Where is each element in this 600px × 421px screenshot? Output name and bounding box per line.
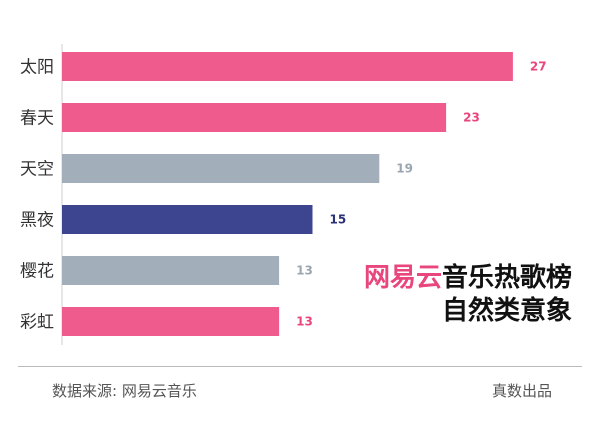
data-source: 数据来源: 网易云音乐: [52, 382, 197, 400]
title-accent: 网易云: [363, 263, 442, 293]
title-line-2: 自然类意象: [441, 295, 572, 326]
bar-chart: 太阳 27 春天 23 天空 19 黑夜 15 樱花 13 彩虹 13: [20, 44, 547, 345]
category-label-0: 太阳: [20, 58, 54, 78]
value-label-4: 13: [296, 264, 313, 278]
value-label-0: 27: [530, 60, 547, 74]
bar-2: [62, 154, 380, 183]
bar-0: [62, 52, 513, 81]
brand-credit: 真数出品: [491, 382, 552, 400]
bar-5: [62, 307, 280, 336]
value-label-3: 15: [330, 213, 347, 227]
value-label-5: 13: [296, 315, 313, 329]
title-rest: 音乐热歌榜: [441, 263, 572, 293]
category-label-5: 彩虹: [20, 313, 54, 333]
bar-4: [62, 256, 280, 285]
title-line-1: 网易云音乐热歌榜: [364, 262, 572, 295]
value-label-2: 19: [396, 162, 413, 176]
category-label-1: 春天: [20, 109, 54, 129]
bar-1: [62, 103, 447, 132]
category-label-4: 樱花: [20, 262, 54, 282]
category-label-3: 黑夜: [20, 211, 54, 231]
bar-3: [62, 205, 313, 234]
category-label-2: 天空: [20, 160, 54, 180]
footer-divider: [18, 366, 582, 367]
chart-title: 网易云音乐热歌榜 自然类意象: [364, 262, 572, 327]
value-label-1: 23: [463, 111, 480, 125]
